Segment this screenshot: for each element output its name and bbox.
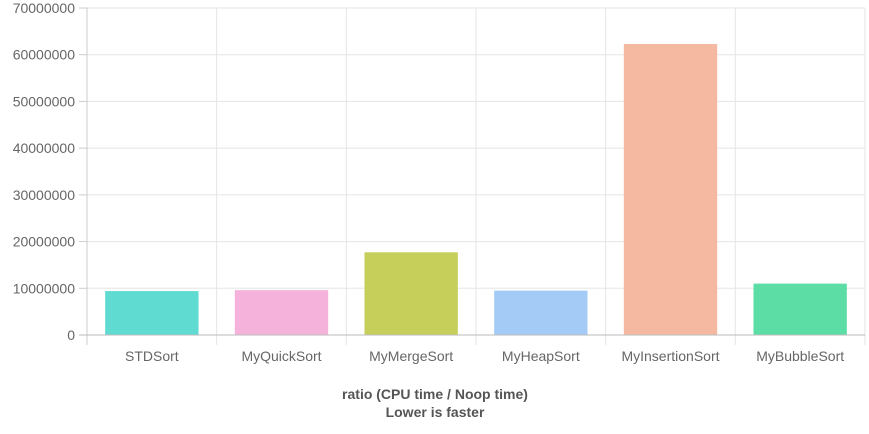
y-tick-label: 70000000 — [13, 0, 76, 16]
bar-myinsertionsort[interactable] — [623, 43, 718, 335]
y-tick-label: 60000000 — [13, 47, 76, 63]
x-axis-title-line2: Lower is faster — [386, 404, 485, 420]
y-tick-label: 0 — [67, 327, 75, 343]
bar-mymergesort[interactable] — [364, 252, 458, 335]
y-tick-label: 10000000 — [13, 280, 76, 296]
x-tick-label: MyBubbleSort — [756, 348, 844, 364]
bar-myheapsort[interactable] — [494, 290, 588, 335]
x-tick-label: MyQuickSort — [241, 348, 321, 364]
x-tick-label: MyMergeSort — [369, 348, 453, 364]
x-axis-tick-labels: STDSort MyQuickSort MyMergeSort MyHeapSort M… — [125, 348, 844, 364]
grid-lines — [86, 7, 866, 345]
bars — [105, 43, 847, 335]
x-tick-label: STDSort — [125, 348, 179, 364]
x-axis-title-line1: ratio (CPU time / Noop time) — [342, 386, 528, 402]
x-tick-label: MyInsertionSort — [621, 348, 719, 364]
y-axis-tick-labels: 0 10000000 20000000 30000000 40000000 5000000… — [13, 0, 76, 343]
x-tick-label: MyHeapSort — [502, 348, 580, 364]
bar-mybubblesort[interactable] — [753, 283, 847, 335]
y-tick-label: 50000000 — [13, 93, 76, 109]
axes — [79, 7, 865, 345]
bar-myquicksort[interactable] — [234, 290, 329, 335]
bar-stdsort[interactable] — [105, 291, 199, 335]
y-tick-label: 40000000 — [13, 140, 76, 156]
y-tick-label: 30000000 — [13, 187, 76, 203]
y-tick-label: 20000000 — [13, 234, 76, 250]
